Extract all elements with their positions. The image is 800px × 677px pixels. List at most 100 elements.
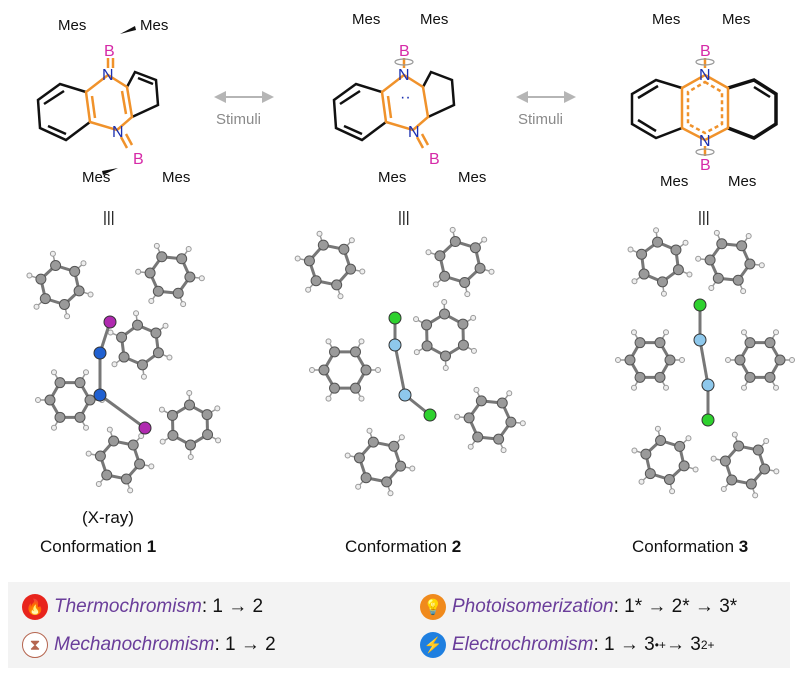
nitrogen-label: N [398, 67, 410, 84]
carbon-atom [672, 264, 684, 276]
carbon-atom [421, 340, 433, 352]
carbon-atom [108, 435, 120, 447]
hydrogen-atom [358, 395, 365, 402]
hydrogen-atom [80, 260, 87, 267]
boron-atom [693, 298, 707, 312]
hydrogen-atom [686, 271, 693, 278]
hydrogen-atom [631, 329, 637, 336]
carbon-atom [201, 409, 213, 421]
carbon-atom [439, 270, 451, 282]
hydrogen-atom [309, 367, 315, 373]
hydrogen-atom [789, 357, 795, 363]
carbon-atom [655, 434, 667, 446]
carbon-atom [381, 476, 393, 488]
caption-3: Conformation 3 [632, 537, 748, 556]
hydrogen-atom [64, 313, 71, 320]
mes-label: Mes [728, 173, 756, 190]
carbon-atom [734, 354, 746, 366]
hydrogen-atom [148, 463, 155, 470]
carbon-atom [640, 448, 652, 460]
hydrogen-atom [470, 347, 477, 354]
boron-label: B [104, 43, 115, 60]
nitrogen-atom [398, 388, 412, 402]
carbon-atom [744, 337, 756, 349]
flame-icon: 🔥 [22, 594, 48, 620]
hydrogen-atom [180, 301, 187, 308]
carbon-atom [144, 267, 156, 279]
carbon-atom [74, 377, 86, 389]
hydrogen-atom [631, 447, 638, 454]
hydrogen-atom [325, 395, 332, 402]
hydrogen-atom [83, 369, 89, 376]
carbon-atom [463, 412, 475, 424]
carbon-atom [663, 474, 675, 486]
legend-term: Photoisomerization [452, 596, 614, 617]
boron-atom [103, 315, 117, 329]
carbon-atom [118, 351, 130, 363]
mes-label: Mes [58, 17, 86, 34]
carbon-atom [69, 265, 81, 277]
carbon-atom [329, 346, 340, 358]
nitrogen-label: N [112, 124, 124, 141]
carbon-atom [736, 240, 748, 252]
carbon-atom [54, 411, 66, 423]
nitrogen-atom [93, 388, 107, 402]
carbon-atom [136, 359, 148, 371]
carbon-atom [764, 337, 776, 349]
hydrogen-atom [615, 357, 621, 363]
lightning-icon: ⚡ [420, 632, 446, 658]
hydrogen-atom [627, 246, 634, 253]
hydrogen-atom [355, 483, 362, 490]
mes-label: Mes [722, 11, 750, 28]
nitrogen-label: N [699, 67, 711, 84]
legend-photoisomerization: 💡 Photoisomerization: 1* → 2* → 3* [420, 594, 737, 620]
hydrogen-atom [51, 369, 57, 376]
hydrogen-atom [442, 364, 449, 371]
equivalence-sign: ||| [398, 209, 410, 226]
hydrogen-atom [425, 249, 432, 256]
boron-label: B [399, 43, 410, 60]
carbon-atom [84, 394, 96, 406]
hydrogen-atom [710, 455, 717, 462]
hydrogen-atom [758, 262, 765, 269]
hydrogen-atom [653, 227, 660, 234]
stimuli-arrow-2: Stimuli [516, 91, 576, 128]
carbon-atom [54, 377, 66, 389]
superscript: 2+ [700, 638, 715, 652]
boron-atom [388, 311, 402, 325]
legend-term: Electrochromism [452, 634, 594, 655]
boron-atom [701, 413, 715, 427]
carbon-atom [654, 337, 666, 349]
hydrogen-atom [359, 268, 366, 275]
carbon-atom [744, 258, 756, 270]
hydrogen-atom [740, 288, 747, 295]
carbon-atom [678, 460, 690, 472]
hydrogen-atom [679, 357, 685, 363]
carbon-atom [360, 364, 372, 376]
carbon-atom [127, 439, 139, 451]
hydrogen-atom [186, 390, 193, 397]
hydrogen-atom [148, 297, 155, 304]
equivalence-sign: ||| [103, 209, 115, 226]
carbon-atom [439, 308, 451, 320]
hydrogen-atom [33, 303, 40, 310]
hydrogen-atom [449, 226, 456, 233]
hydrogen-atom [725, 357, 731, 363]
hydrogen-atom [638, 478, 645, 485]
hydrogen-atom [325, 338, 332, 345]
carbon-atom [638, 268, 650, 280]
carbon-atom [636, 248, 648, 260]
carbon-atom [656, 276, 668, 288]
nitrogen-atom [701, 378, 715, 392]
hydrogen-atom [473, 386, 480, 393]
carbon-atom [345, 263, 357, 275]
carbon-atom [712, 272, 724, 284]
carbon-atom [331, 279, 343, 291]
hydrogen-atom [305, 286, 312, 293]
stimuli-label: Stimuli [518, 111, 563, 128]
hydrogen-atom [358, 338, 365, 345]
carbon-atom [353, 452, 365, 464]
carbon-atom [493, 433, 505, 445]
mes-label: Mes [660, 173, 688, 190]
nitrogen-atom [693, 333, 707, 347]
